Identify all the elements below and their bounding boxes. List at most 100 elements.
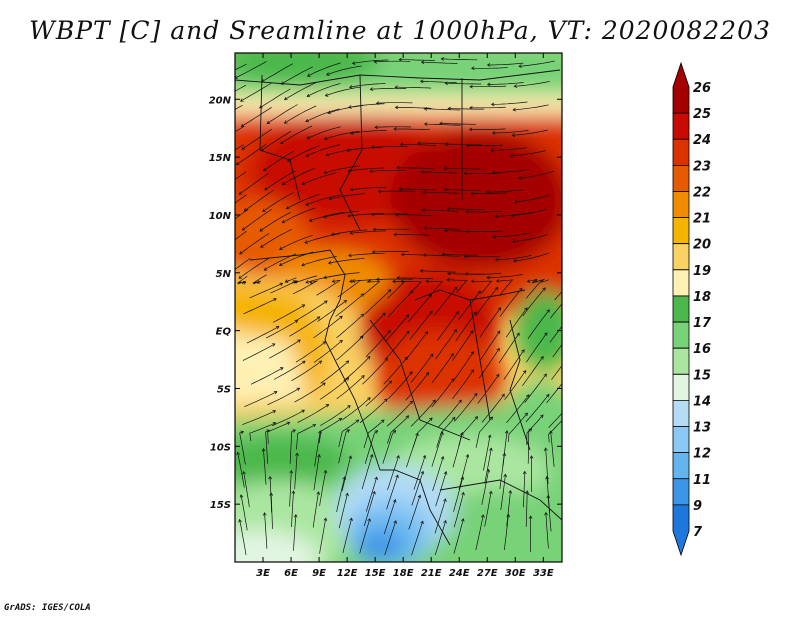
streamline	[313, 454, 320, 491]
streamline	[384, 314, 409, 343]
streamline-arrow	[292, 280, 297, 284]
streamline	[235, 258, 251, 270]
streamline	[239, 519, 247, 556]
streamline-arrow	[360, 313, 365, 318]
colorbar-label: 16	[693, 342, 711, 357]
streamline	[324, 165, 360, 174]
streamline-arrow	[406, 330, 410, 335]
colorbar-segment	[672, 504, 690, 557]
streamline	[383, 356, 408, 385]
streamline	[281, 66, 313, 85]
grads-credit: GrADS: IGES/COLA	[4, 603, 91, 613]
streamline	[478, 348, 500, 379]
streamline	[395, 86, 432, 89]
streamline-arrow	[263, 267, 268, 271]
streamline	[264, 253, 297, 271]
streamline	[361, 454, 373, 490]
streamline-arrow	[422, 253, 427, 257]
streamline	[236, 144, 267, 165]
streamline	[235, 61, 267, 79]
streamline	[524, 373, 547, 403]
streamline-arrow	[546, 494, 551, 499]
streamline-arrow	[287, 158, 291, 162]
streamline	[550, 430, 555, 467]
streamline	[293, 275, 318, 284]
streamline	[316, 279, 341, 296]
streamline-arrow	[503, 473, 508, 478]
streamline	[252, 274, 267, 285]
streamline	[523, 471, 526, 508]
lat-label: 15N	[209, 153, 232, 164]
streamline-arrow	[405, 314, 410, 318]
streamline	[267, 421, 290, 444]
streamline	[359, 398, 388, 423]
streamline	[235, 230, 247, 241]
streamline	[436, 311, 459, 342]
streamline-arrow	[571, 291, 574, 294]
streamline	[469, 128, 506, 130]
colorbar: 26 25 24 23 22 21 20 19 18 17 16 15 14 13 12 11 9 7	[672, 61, 712, 557]
streamline-arrow	[419, 269, 424, 273]
colorbar-label: 25	[693, 107, 711, 122]
streamline	[249, 422, 276, 442]
lon-label: 30E	[505, 568, 526, 579]
streamline-arrow	[284, 96, 288, 101]
streamline	[289, 316, 321, 337]
streamline-arrow	[295, 452, 299, 457]
streamline-arrow	[447, 106, 452, 111]
streamline-arrow	[465, 229, 469, 234]
streamline-arrow	[489, 416, 493, 421]
streamline-arrow	[291, 490, 296, 494]
streamline	[395, 214, 432, 216]
streamline	[269, 339, 301, 359]
streamline-arrow	[470, 279, 475, 284]
streamline	[363, 419, 385, 449]
streamline-arrow	[400, 252, 405, 257]
streamline-arrow	[490, 148, 494, 153]
colorbar-label: 9	[693, 499, 702, 514]
streamline	[492, 169, 529, 173]
streamline-arrow	[469, 330, 474, 334]
streamline-arrow	[423, 122, 428, 126]
streamline-arrow	[486, 63, 491, 67]
streamline-arrow	[387, 289, 392, 293]
streamline	[293, 514, 297, 551]
streamline-arrow	[544, 511, 548, 516]
streamline	[238, 257, 270, 279]
streamline	[347, 167, 384, 172]
streamline	[286, 194, 320, 210]
streamline-arrow	[235, 161, 240, 166]
streamline	[551, 365, 562, 380]
lon-label: 21E	[421, 568, 442, 579]
streamline	[445, 82, 482, 85]
streamline	[513, 252, 549, 262]
streamline-arrow	[330, 232, 335, 236]
streamline	[397, 167, 434, 169]
streamline-arrow	[465, 454, 470, 458]
streamline	[475, 416, 493, 448]
streamline	[499, 453, 505, 489]
streamline-arrow	[394, 105, 399, 110]
streamline-arrow	[349, 187, 354, 192]
colorbar-label: 13	[693, 421, 711, 436]
streamline	[347, 213, 384, 217]
streamline	[338, 493, 348, 529]
streamline	[289, 470, 292, 507]
streamline-arrow	[497, 307, 501, 311]
streamline	[372, 251, 409, 253]
streamline	[301, 172, 337, 185]
streamline-arrow	[460, 432, 464, 436]
streamline	[273, 304, 305, 323]
streamline-arrow	[338, 418, 343, 422]
streamline	[317, 300, 347, 322]
streamline	[437, 399, 462, 428]
streamline-arrow	[285, 205, 290, 210]
streamline-arrow	[429, 417, 433, 421]
streamline	[405, 331, 428, 361]
streamline-arrow	[486, 275, 490, 280]
streamline-arrow	[470, 191, 474, 196]
streamline-arrow	[273, 298, 277, 302]
streamline	[294, 453, 298, 490]
streamline-arrow	[394, 85, 398, 90]
streamline-arrow	[524, 307, 528, 311]
